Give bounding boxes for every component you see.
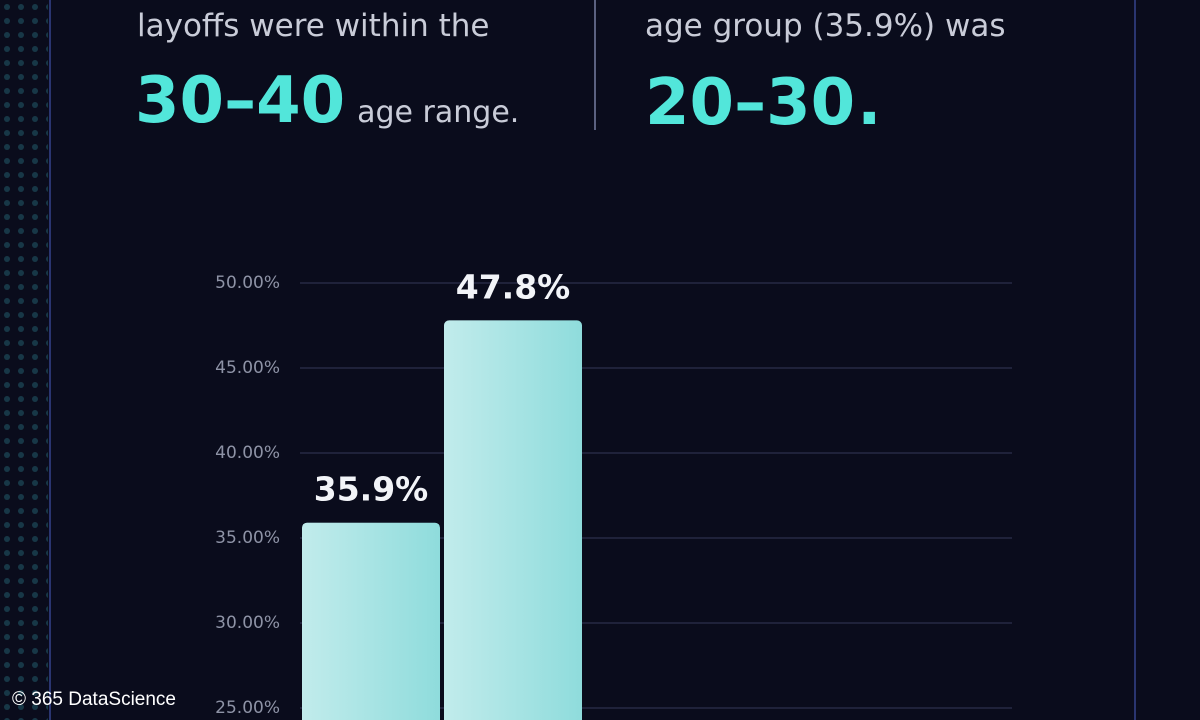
- right-tail: .: [857, 66, 881, 140]
- left-highlight: 30–40: [135, 64, 345, 138]
- y-tick-label: 50.00%: [215, 273, 280, 293]
- value-label: 47.8%: [456, 267, 571, 306]
- y-tick-label: 45.00%: [215, 358, 280, 378]
- bar-shine: [302, 522, 440, 720]
- left-lead: layoffs were within the: [137, 8, 489, 44]
- value-label: 35.9%: [314, 470, 429, 509]
- right-lead: age group (35.9%) was: [645, 8, 1006, 44]
- y-tick-label: 40.00%: [215, 443, 280, 463]
- decor-dots: [0, 0, 48, 720]
- right-highlight: 20–30: [645, 66, 855, 140]
- bar-shine: [444, 320, 582, 720]
- watermark: © 365 DataScience: [12, 689, 176, 710]
- y-tick-label: 25.00%: [215, 698, 280, 718]
- left-tail: age range.: [357, 95, 519, 130]
- y-tick-label: 30.00%: [215, 613, 280, 633]
- y-tick-label: 35.00%: [215, 528, 280, 548]
- chart: 25.00% 30.00% 35.00% 40.00% 45.00% 50.00% 35.9…: [215, 267, 1012, 720]
